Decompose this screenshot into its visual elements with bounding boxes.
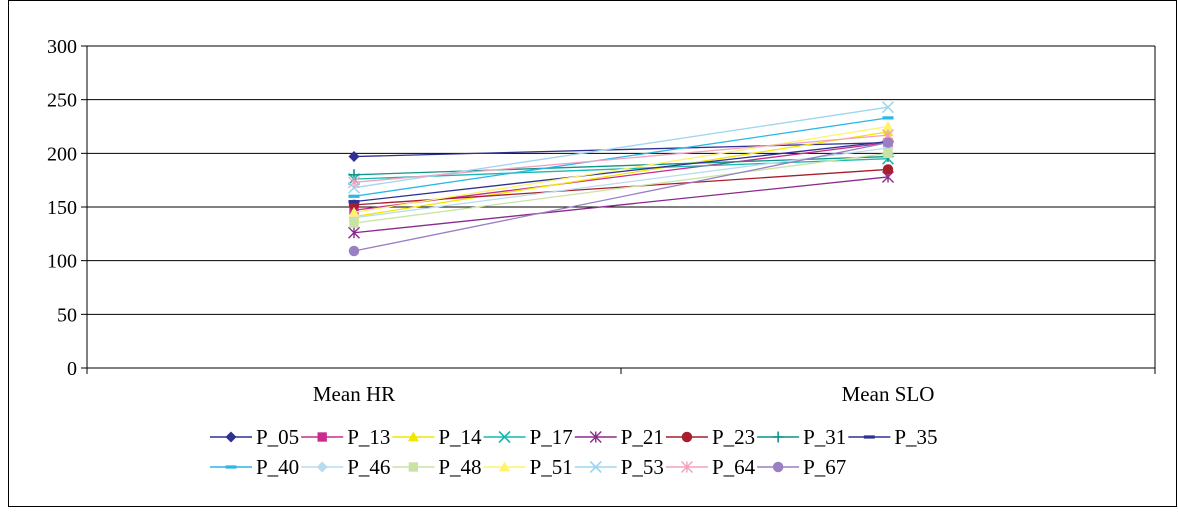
tick-labels: 0 50 100 150 200 250 300 Mean HR Mean SLO — [47, 36, 934, 406]
data-point — [882, 121, 894, 131]
legend-item-p-64: P_64 — [665, 455, 756, 479]
legend-label: P_35 — [894, 425, 937, 449]
legend-label: P_51 — [530, 455, 573, 479]
legend-item-p-05: P_05 — [210, 425, 299, 449]
legend-label: P_05 — [256, 425, 299, 449]
legend-swatch-marker — [225, 431, 237, 443]
legend-item-p-67: P_67 — [757, 455, 846, 479]
legend-label: P_40 — [256, 455, 299, 479]
data-point — [348, 245, 360, 257]
legend-item-p-13: P_13 — [301, 425, 390, 449]
legend-label: P_21 — [621, 425, 664, 449]
series-line — [353, 147, 889, 219]
x-tick-label: Mean HR — [313, 382, 395, 406]
legend-swatch-marker — [681, 431, 693, 443]
legend-swatch-marker — [317, 432, 327, 442]
legend-label: P_14 — [438, 425, 482, 449]
y-tick-label: 150 — [47, 197, 77, 219]
data-point — [349, 218, 359, 228]
y-tick-label: 100 — [47, 251, 77, 273]
data-point — [882, 116, 894, 120]
series-p-48 — [349, 148, 893, 228]
data-point — [348, 206, 360, 217]
data-point — [882, 164, 894, 175]
legend-item-p-31: P_31 — [757, 425, 846, 449]
legend-swatch-marker — [316, 461, 328, 473]
x-tick-label: Mean SLO — [842, 382, 935, 406]
y-tick-label: 200 — [47, 143, 77, 165]
legend-label: P_31 — [803, 425, 846, 449]
legend-label: P_67 — [803, 455, 846, 479]
series-p-40 — [348, 116, 894, 198]
y-tick-label: 0 — [67, 358, 77, 380]
legend-label: P_46 — [347, 455, 390, 479]
axes — [81, 45, 1156, 374]
legend-swatch-marker — [499, 461, 511, 472]
series-line — [353, 141, 889, 158]
legend-swatch-marker — [407, 431, 419, 442]
legend-swatch-marker — [408, 462, 419, 472]
legend-label: P_48 — [438, 455, 481, 479]
series-line — [353, 117, 889, 197]
legend-item-p-48: P_48 — [392, 455, 482, 479]
legend-swatch-marker — [498, 430, 511, 444]
data-point — [348, 176, 360, 189]
data-point — [883, 148, 893, 159]
legend-item-p-35: P_35 — [848, 425, 938, 449]
series-line — [353, 125, 889, 214]
legend-label: P_13 — [347, 425, 390, 449]
legend-label: P_23 — [712, 425, 755, 449]
series-line — [353, 140, 889, 203]
legend-swatch-marker — [680, 461, 693, 473]
data-point — [882, 137, 894, 148]
legend-swatch-marker — [863, 435, 875, 439]
series-p-51 — [348, 121, 894, 217]
data-point — [881, 101, 895, 114]
y-tick-label: 50 — [57, 304, 77, 326]
legend-swatch-marker — [772, 431, 784, 443]
legend-item-p-46: P_46 — [301, 455, 390, 479]
y-tick-label: 250 — [47, 90, 77, 112]
legend-item-p-17: P_17 — [483, 425, 573, 449]
series-p-67 — [348, 137, 894, 257]
data-point — [348, 200, 360, 204]
series-line — [353, 131, 889, 218]
series-line — [353, 168, 889, 206]
legend-item-p-14: P_14 — [392, 425, 482, 449]
legend-swatch-marker — [589, 431, 602, 443]
legend-item-p-53: P_53 — [574, 455, 664, 479]
series-line — [353, 176, 889, 234]
legend-label: P_64 — [712, 455, 756, 479]
y-tick-label: 300 — [47, 36, 77, 58]
legend-label: P_17 — [530, 425, 573, 449]
legend-swatch-marker — [225, 465, 237, 469]
series-line — [353, 141, 889, 252]
data-point — [348, 151, 360, 163]
legend-item-p-21: P_21 — [574, 425, 664, 449]
series-line — [353, 134, 889, 183]
series-lines — [347, 101, 895, 257]
data-point — [348, 226, 360, 239]
legend-item-p-51: P_51 — [483, 455, 573, 479]
data-point — [348, 194, 360, 198]
legend-swatch-marker — [772, 461, 784, 473]
legend-swatch-marker — [589, 460, 602, 474]
series-line — [353, 152, 889, 224]
legend-item-p-23: P_23 — [665, 425, 755, 449]
legend: P_05 P_13 P_14 P_17 P_21 P_23 P_31 P_35 P_40 P_46… — [210, 425, 938, 479]
legend-label: P_53 — [621, 455, 664, 479]
legend-item-p-40: P_40 — [210, 455, 299, 479]
